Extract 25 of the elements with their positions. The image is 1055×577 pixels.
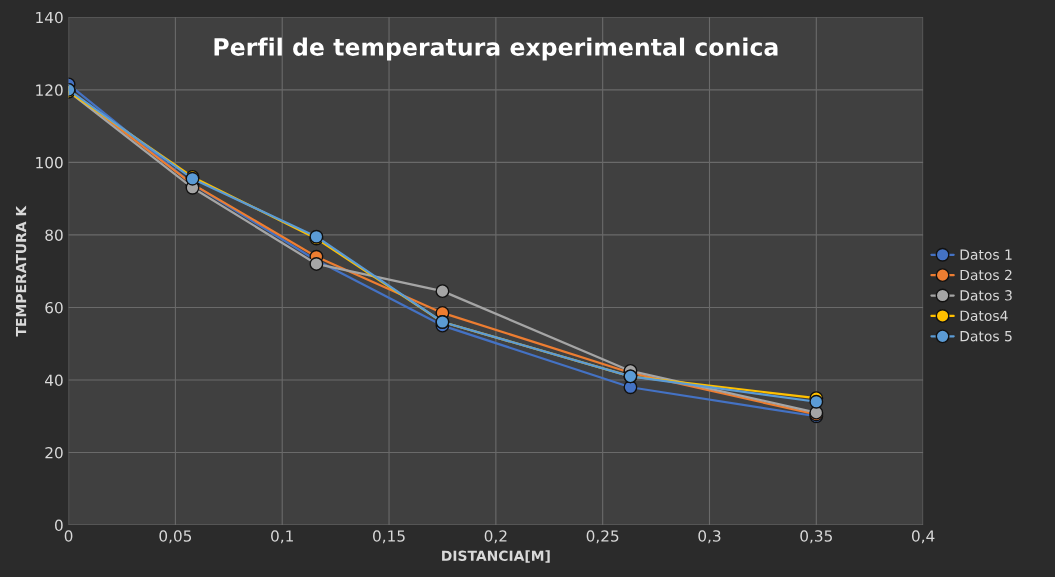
- y-tick-label: 0: [55, 519, 63, 532]
- y-axis-title: TEMPERATURA K: [15, 205, 27, 337]
- legend-label: Datos 2: [960, 269, 1012, 281]
- x-tick-label: 0,1: [271, 530, 293, 544]
- x-tick-label: 0,05: [159, 530, 192, 544]
- legend-label: Datos 3: [960, 290, 1012, 301]
- x-tick-label: 0,3: [698, 530, 721, 544]
- y-tick-label: 120: [36, 84, 63, 96]
- x-tick-label: 0,35: [800, 530, 832, 544]
- legend-label: Datos 1: [960, 249, 1012, 260]
- x-tick-label: 0,25: [586, 530, 619, 544]
- legend-label: Datos 5: [960, 331, 1012, 342]
- x-tick-label: 0,4: [911, 530, 935, 544]
- y-tick-label: 40: [45, 374, 63, 387]
- text: Perfil de temperatura experimental conica: [214, 37, 778, 61]
- y-tick-label: 60: [45, 301, 63, 314]
- y-tick-label: 140: [36, 11, 63, 24]
- x-tick-label: 0,15: [373, 530, 405, 544]
- y-tick-label: 100: [36, 156, 63, 169]
- x-tick-label: 0,2: [484, 530, 507, 544]
- x-tick-label: 0: [64, 530, 73, 542]
- y-tick-label: 20: [45, 447, 63, 459]
- legend-label: Datos4: [960, 310, 1008, 321]
- x-axis-title: DISTANCIA[M]: [442, 550, 550, 563]
- y-tick-label: 80: [45, 229, 63, 241]
